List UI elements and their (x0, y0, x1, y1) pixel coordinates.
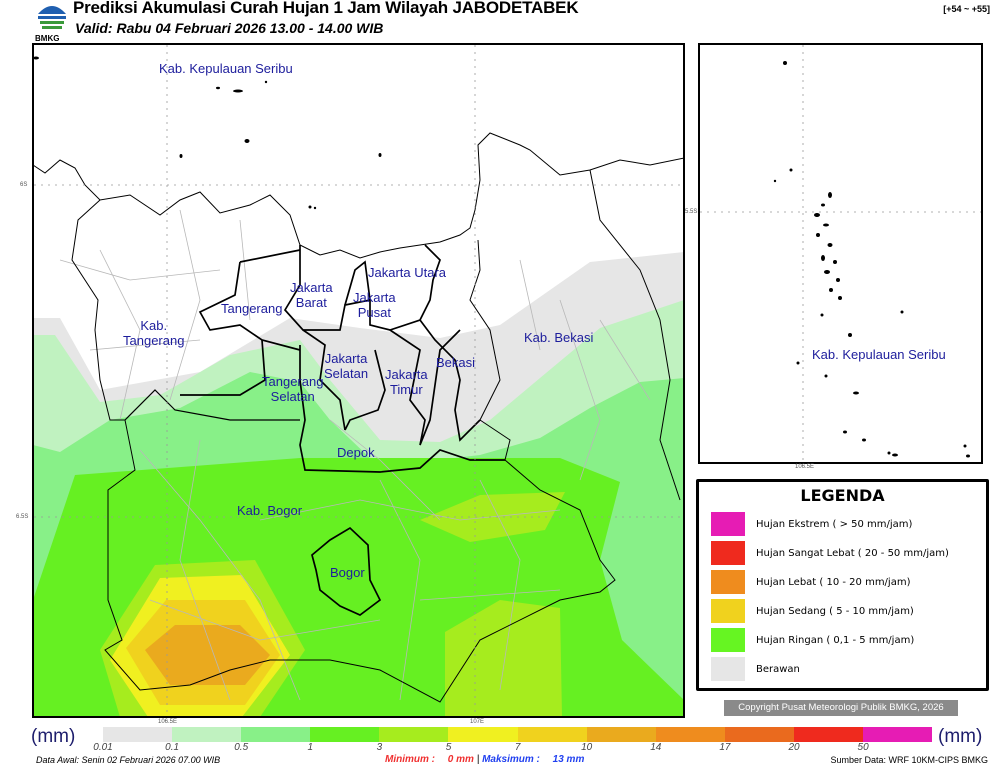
colorbar-bin (863, 727, 933, 742)
legend-label: Hujan Sedang ( 5 - 10 mm/jam) (756, 605, 914, 617)
region-label: Bekasi (436, 355, 476, 370)
colorbar-tick-label: 7 (514, 742, 521, 753)
region-label: Jakarta Utara (368, 265, 447, 280)
colorbar-bin (586, 727, 656, 742)
heavy-rain-area (145, 625, 270, 685)
colorbar-bin (448, 727, 518, 742)
max-value: 13 mm (552, 754, 585, 765)
legend-swatch (711, 599, 745, 623)
legend-swatch (711, 512, 745, 536)
legend-label: Hujan Sangat Lebat ( 20 - 50 mm/jam) (756, 547, 949, 559)
region-label: Jakarta Selatan (324, 351, 369, 381)
colorbar-tick-label: 20 (788, 742, 800, 753)
region-label: Tangerang (221, 301, 283, 316)
legend-item: Hujan Sedang ( 5 - 10 mm/jam) (711, 599, 914, 623)
max-label: Maksimum : (482, 754, 540, 765)
copyright: Copyright Pusat Meteorologi Publik BMKG,… (724, 700, 958, 716)
district-lines (59, 209, 651, 701)
logo-text: BMKG (35, 34, 60, 43)
region-label: Kab. Tangerang (123, 318, 185, 348)
colorbar-bin (172, 727, 242, 742)
region-label: Bogor (330, 565, 365, 580)
data-awal: Data Awal: Senin 02 Februari 2026 07.00 … (36, 755, 221, 765)
region-label: Depok (337, 445, 375, 460)
legend-item: Hujan Ekstrem ( > 50 mm/jam) (711, 512, 912, 536)
rainfall-field (34, 252, 683, 716)
region-label: Tangerang Selatan (262, 374, 324, 404)
colorbar-bin (241, 727, 311, 742)
graticule (34, 45, 982, 716)
colorbar-bin (103, 727, 173, 742)
lat-tick-6s: 6S (20, 182, 28, 188)
colorbar-bin (379, 727, 449, 742)
region-label: Jakarta Barat (290, 280, 333, 310)
region-label: Kab. Kepulauan Seribu (159, 61, 293, 76)
legend-title: LEGENDA (800, 486, 885, 505)
light-rain-3-area (445, 600, 562, 716)
region-label: Jakarta Timur (385, 367, 428, 397)
colorbar-tick-label: 0.5 (234, 742, 249, 753)
colorbar-bin (724, 727, 794, 742)
legend-label: Hujan Lebat ( 10 - 20 mm/jam) (756, 576, 911, 588)
inset-region-label: Kab. Kepulauan Seribu (812, 347, 946, 362)
colorbar-bin (310, 727, 380, 742)
legend-swatch (711, 628, 745, 652)
valid-time: Valid: Rabu 04 Februari 2026 13.00 - 14.… (75, 20, 384, 36)
colorbar-tick-label: 1 (307, 742, 314, 753)
colorbar-tick-label: 50 (857, 742, 869, 753)
colorbar-tick-label: 14 (650, 742, 662, 753)
islands (33, 56, 970, 458)
min-value: 0 mm (447, 754, 474, 765)
bogor-city-boundary (311, 526, 382, 616)
colorbar-tick-label: 3 (376, 742, 383, 753)
legend-label: Berawan (756, 663, 800, 675)
inset-lon-tick: 106.5E (795, 464, 815, 470)
colorbar-tick-label: 0.01 (93, 742, 113, 753)
colorbar (103, 727, 933, 742)
legend-item: Hujan Ringan ( 0,1 - 5 mm/jam) (711, 628, 914, 652)
legend-panel: LEGENDA Hujan Ekstrem ( > 50 mm/jam) Huja… (696, 479, 989, 691)
data-source: Sumber Data: WRF 10KM-CIPS BMKG (830, 755, 988, 765)
admin-boundaries (124, 244, 505, 616)
colorbar-tick-label: 10 (581, 742, 593, 753)
lon-tick-106.5e: 106.5E (158, 719, 178, 725)
legend-item: Hujan Sangat Lebat ( 20 - 50 mm/jam) (711, 541, 949, 565)
colorbar-bin (655, 727, 725, 742)
colorbar-bin (793, 727, 864, 742)
inset-lat-tick: 5.5S (685, 209, 698, 215)
min-max-readout: Minimum : 0 mm | Maksimum : 13 mm (385, 754, 585, 765)
unit-label-right: (mm) (938, 726, 983, 747)
min-label: Minimum : (385, 754, 435, 765)
coastline (34, 132, 683, 703)
colorbar-bin (517, 727, 587, 742)
legend-swatch (711, 541, 745, 565)
legend-label: Hujan Ringan ( 0,1 - 5 mm/jam) (756, 634, 915, 646)
legend-item: Hujan Lebat ( 10 - 20 mm/jam) (711, 570, 910, 594)
colorbar-tick-label: 17 (719, 742, 731, 753)
legend-swatch (711, 570, 745, 594)
legend-swatch (711, 657, 745, 681)
colorbar-tick-label: 0.1 (165, 742, 180, 753)
lon-tick-107e: 107E (470, 719, 485, 725)
bmkg-logo (34, 0, 70, 44)
legend-item: Berawan (711, 657, 800, 681)
main-map-frame[interactable] (32, 43, 685, 718)
unit-label-left: (mm) (31, 726, 76, 747)
page-title: Prediksi Akumulasi Curah Hujan 1 Jam Wil… (73, 0, 579, 17)
legend-label: Hujan Ekstrem ( > 50 mm/jam) (756, 518, 913, 530)
inset-map-frame[interactable] (698, 43, 983, 464)
colorbar-tick-label: 5 (445, 742, 452, 753)
region-label: Kab. Bekasi (524, 330, 594, 345)
forecast-range: [+54 ~ +55] (943, 4, 990, 14)
region-label: Jakarta Pusat (353, 290, 396, 320)
lat-tick-6.5s: 6.5S (16, 514, 29, 520)
region-label: Kab. Bogor (237, 503, 303, 518)
